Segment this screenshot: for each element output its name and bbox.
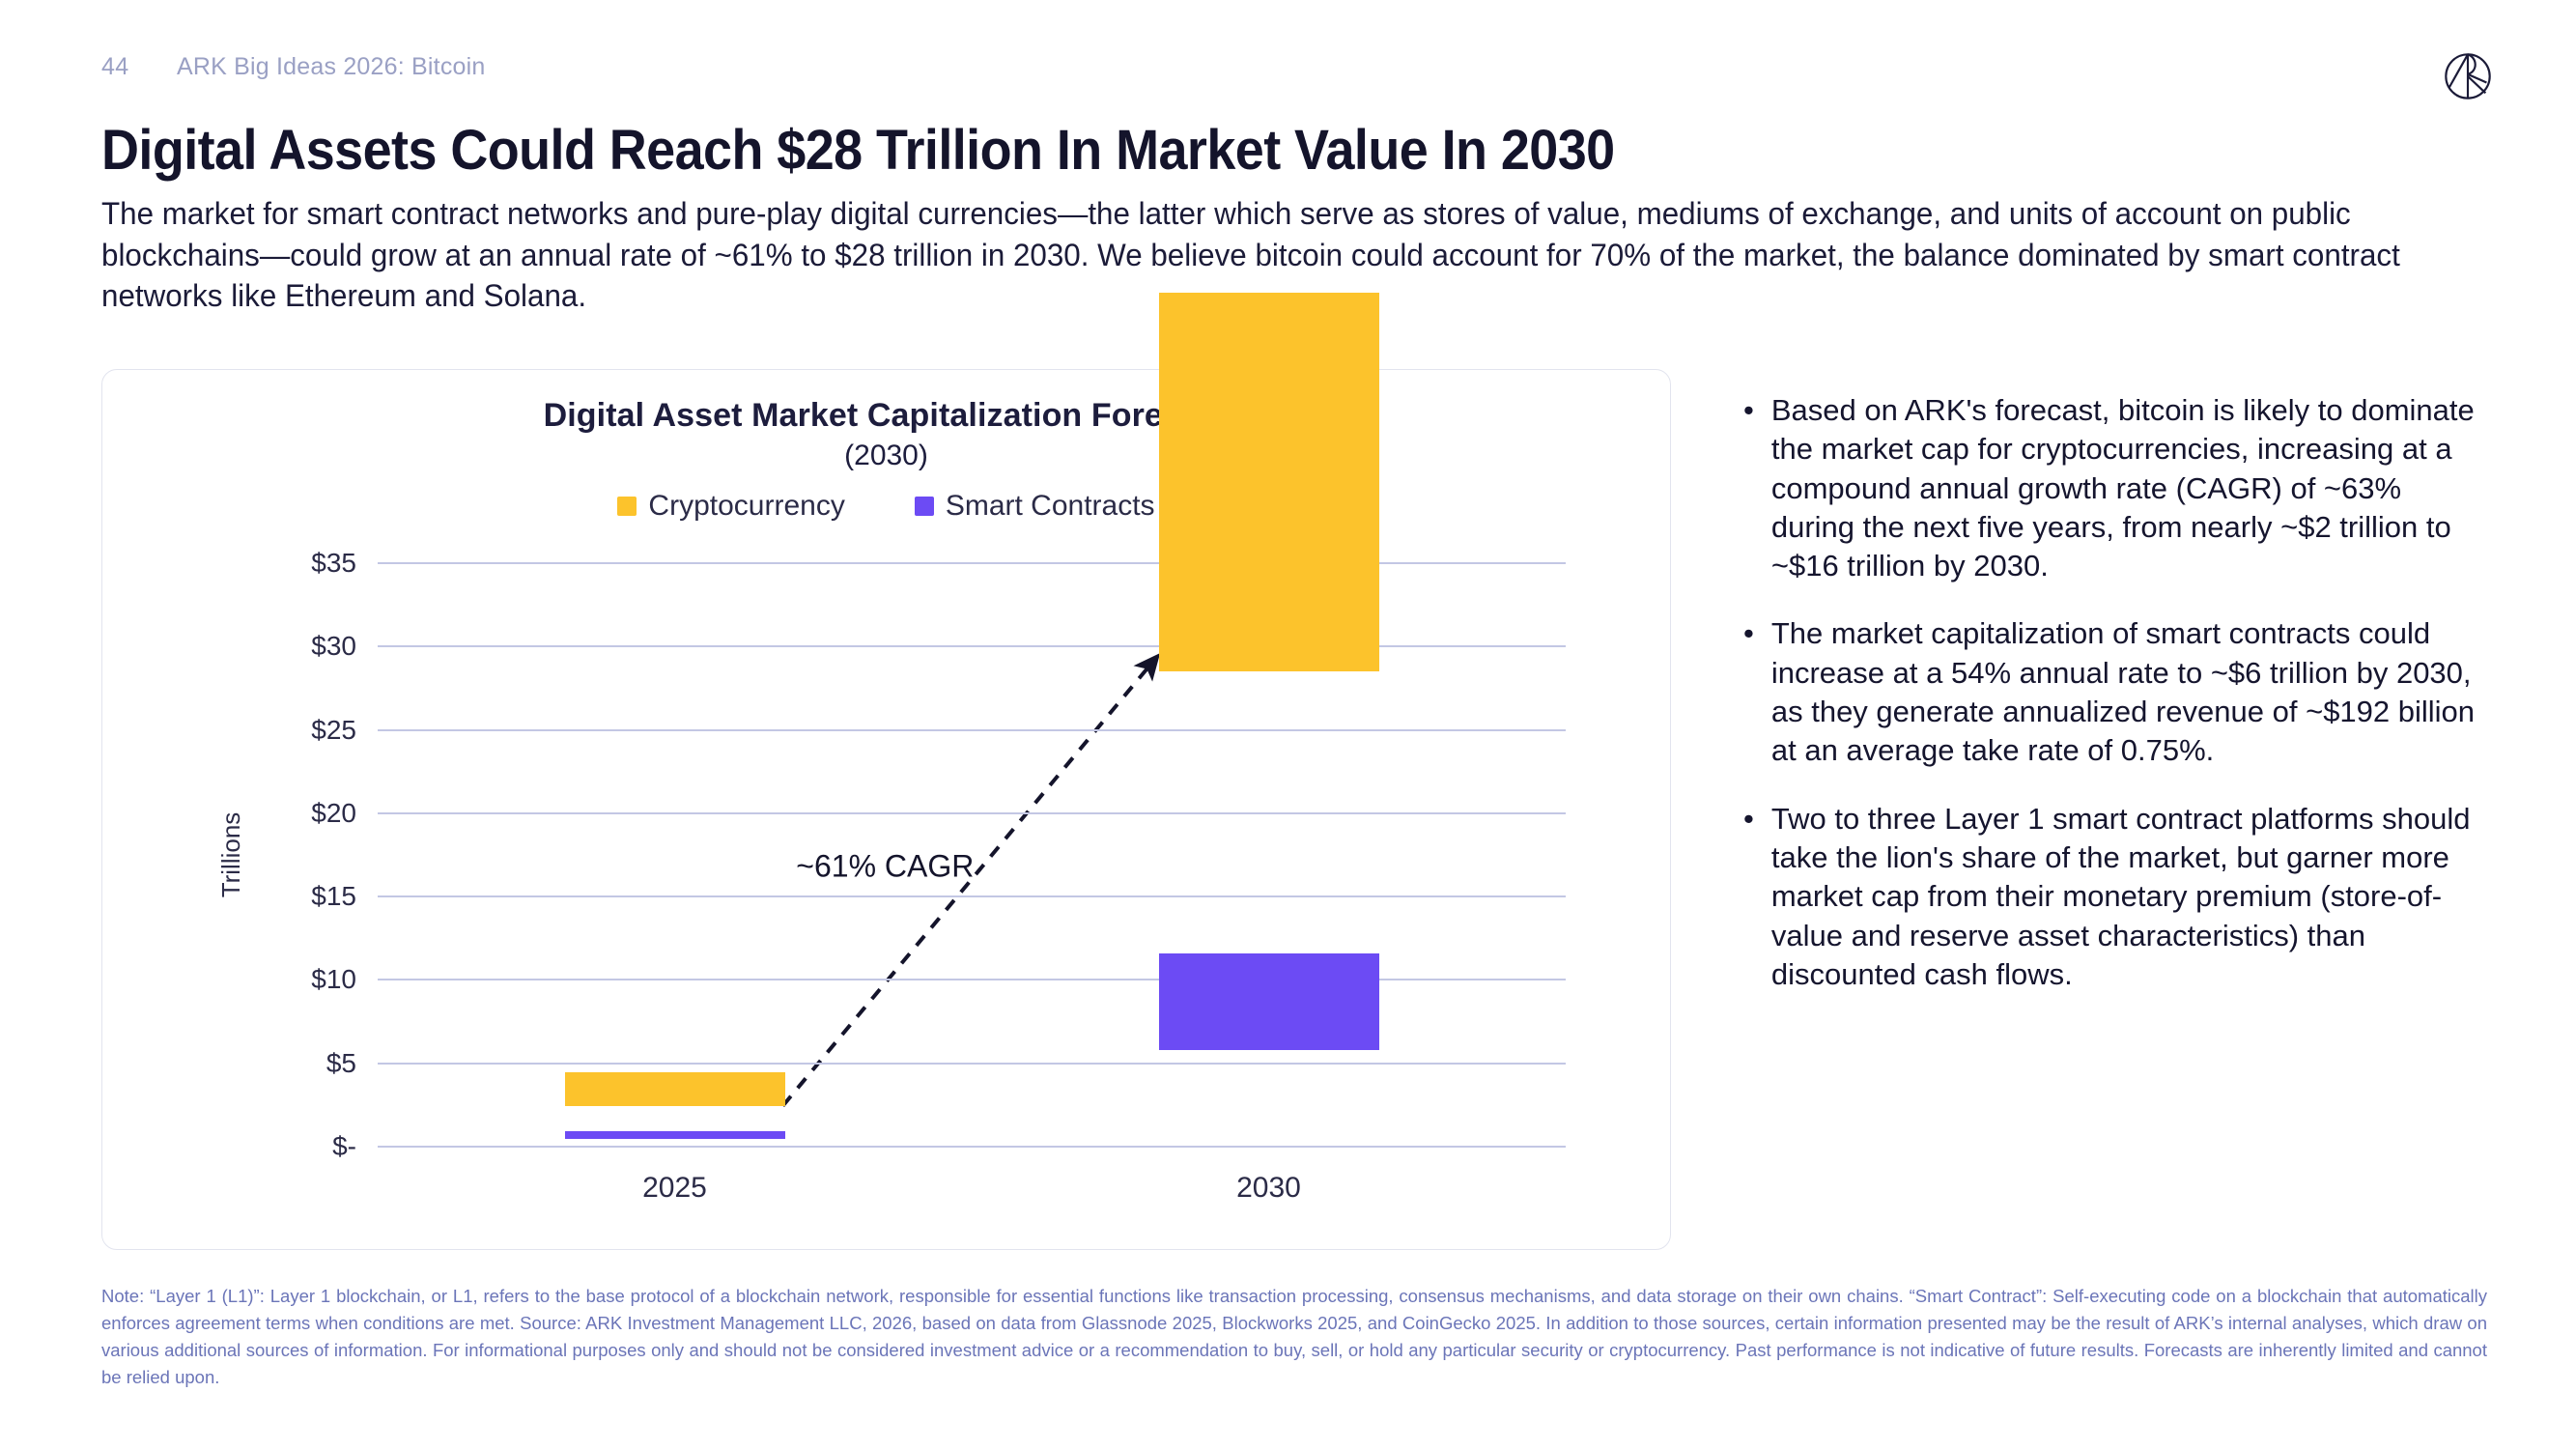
cagr-annotation-label: ~61% CAGR bbox=[796, 848, 975, 884]
ark-logo-icon bbox=[2442, 50, 2494, 102]
insight-bullet-list: • Based on ARK's forecast, bitcoin is lik… bbox=[1743, 391, 2477, 1023]
y-axis-tick-label: $35 bbox=[311, 548, 356, 578]
grid-line bbox=[378, 562, 1566, 564]
page-subtitle: The market for smart contract networks a… bbox=[101, 196, 2400, 314]
insight-bullet: • Based on ARK's forecast, bitcoin is lik… bbox=[1743, 391, 2477, 585]
y-axis-title: Trillions bbox=[215, 811, 245, 898]
y-axis-tick-label: $15 bbox=[311, 881, 356, 912]
insight-bullet: • The market capitalization of smart cont… bbox=[1743, 614, 2477, 770]
insight-bullet-text: Based on ARK's forecast, bitcoin is like… bbox=[1770, 393, 2475, 583]
x-axis-tick-label: 2025 bbox=[642, 1172, 707, 1204]
bullet-marker-icon: • bbox=[1743, 616, 1754, 651]
slide-header: 44 ARK Big Ideas 2026: Bitcoin bbox=[101, 53, 485, 81]
legend-item-smart-contracts[interactable]: Smart Contracts bbox=[914, 490, 1155, 523]
y-axis-tick-label: $20 bbox=[311, 797, 356, 828]
chart-subtitle: (2030) bbox=[844, 440, 928, 471]
legend-label-cryptocurrency: Cryptocurrency bbox=[648, 490, 845, 522]
legend-swatch-smart-contracts bbox=[914, 497, 934, 516]
grid-line bbox=[378, 1146, 1566, 1148]
legend-label-smart-contracts: Smart Contracts bbox=[945, 490, 1155, 522]
chart-title: Digital Asset Market Capitalization Fore… bbox=[543, 397, 1230, 434]
x-axis-tick-label: 2030 bbox=[1236, 1172, 1301, 1204]
insight-bullet-text: The market capitalization of smart contr… bbox=[1770, 616, 2476, 768]
bar-segment-cryptocurrency[interactable] bbox=[564, 1072, 785, 1106]
page-number: 44 bbox=[101, 53, 129, 80]
y-axis-tick-label: $25 bbox=[311, 714, 356, 745]
y-axis-tick-label: $10 bbox=[311, 964, 356, 995]
bar-2030[interactable] bbox=[1158, 293, 1379, 1147]
y-axis-tick-label: $- bbox=[332, 1131, 356, 1161]
page-title: Digital Assets Could Reach $28 Trillion … bbox=[101, 119, 1615, 182]
y-axis-tick-label: $5 bbox=[326, 1047, 356, 1078]
bar-segment-smart-contracts[interactable] bbox=[1158, 952, 1379, 1050]
deck-name: ARK Big Ideas 2026: Bitcoin bbox=[177, 53, 486, 80]
bullet-marker-icon: • bbox=[1743, 801, 1754, 836]
bar-2025[interactable] bbox=[564, 1072, 785, 1147]
bar-segment-cryptocurrency[interactable] bbox=[1158, 293, 1379, 672]
grid-line bbox=[378, 979, 1566, 981]
grid-line bbox=[378, 1062, 1566, 1065]
grid-line bbox=[378, 645, 1566, 648]
y-axis-tick-label: $30 bbox=[311, 631, 356, 662]
footnote: Note: “Layer 1 (L1)”: Layer 1 blockchain… bbox=[101, 1286, 2487, 1388]
bar-segment-smart-contracts[interactable] bbox=[564, 1131, 785, 1140]
insight-bullet-text: Two to three Layer 1 smart contract plat… bbox=[1770, 801, 2471, 991]
chart-plot-area: Trillions $- $5 $10 $15 $20 $25 $30 $35 2025 2030… bbox=[216, 293, 1566, 1204]
insight-bullet: • Two to three Layer 1 smart contract pla… bbox=[1743, 800, 2477, 994]
chart-card: Digital Asset Market Capitalization Fore… bbox=[101, 293, 1671, 1250]
legend-swatch-cryptocurrency bbox=[617, 497, 637, 516]
legend-item-cryptocurrency[interactable]: Cryptocurrency bbox=[617, 490, 845, 523]
grid-line bbox=[378, 728, 1566, 731]
grid-line bbox=[378, 895, 1566, 898]
chart-legend: Cryptocurrency Smart Contracts bbox=[102, 490, 1670, 523]
bullet-marker-icon: • bbox=[1743, 393, 1754, 427]
grid-line bbox=[378, 811, 1566, 814]
